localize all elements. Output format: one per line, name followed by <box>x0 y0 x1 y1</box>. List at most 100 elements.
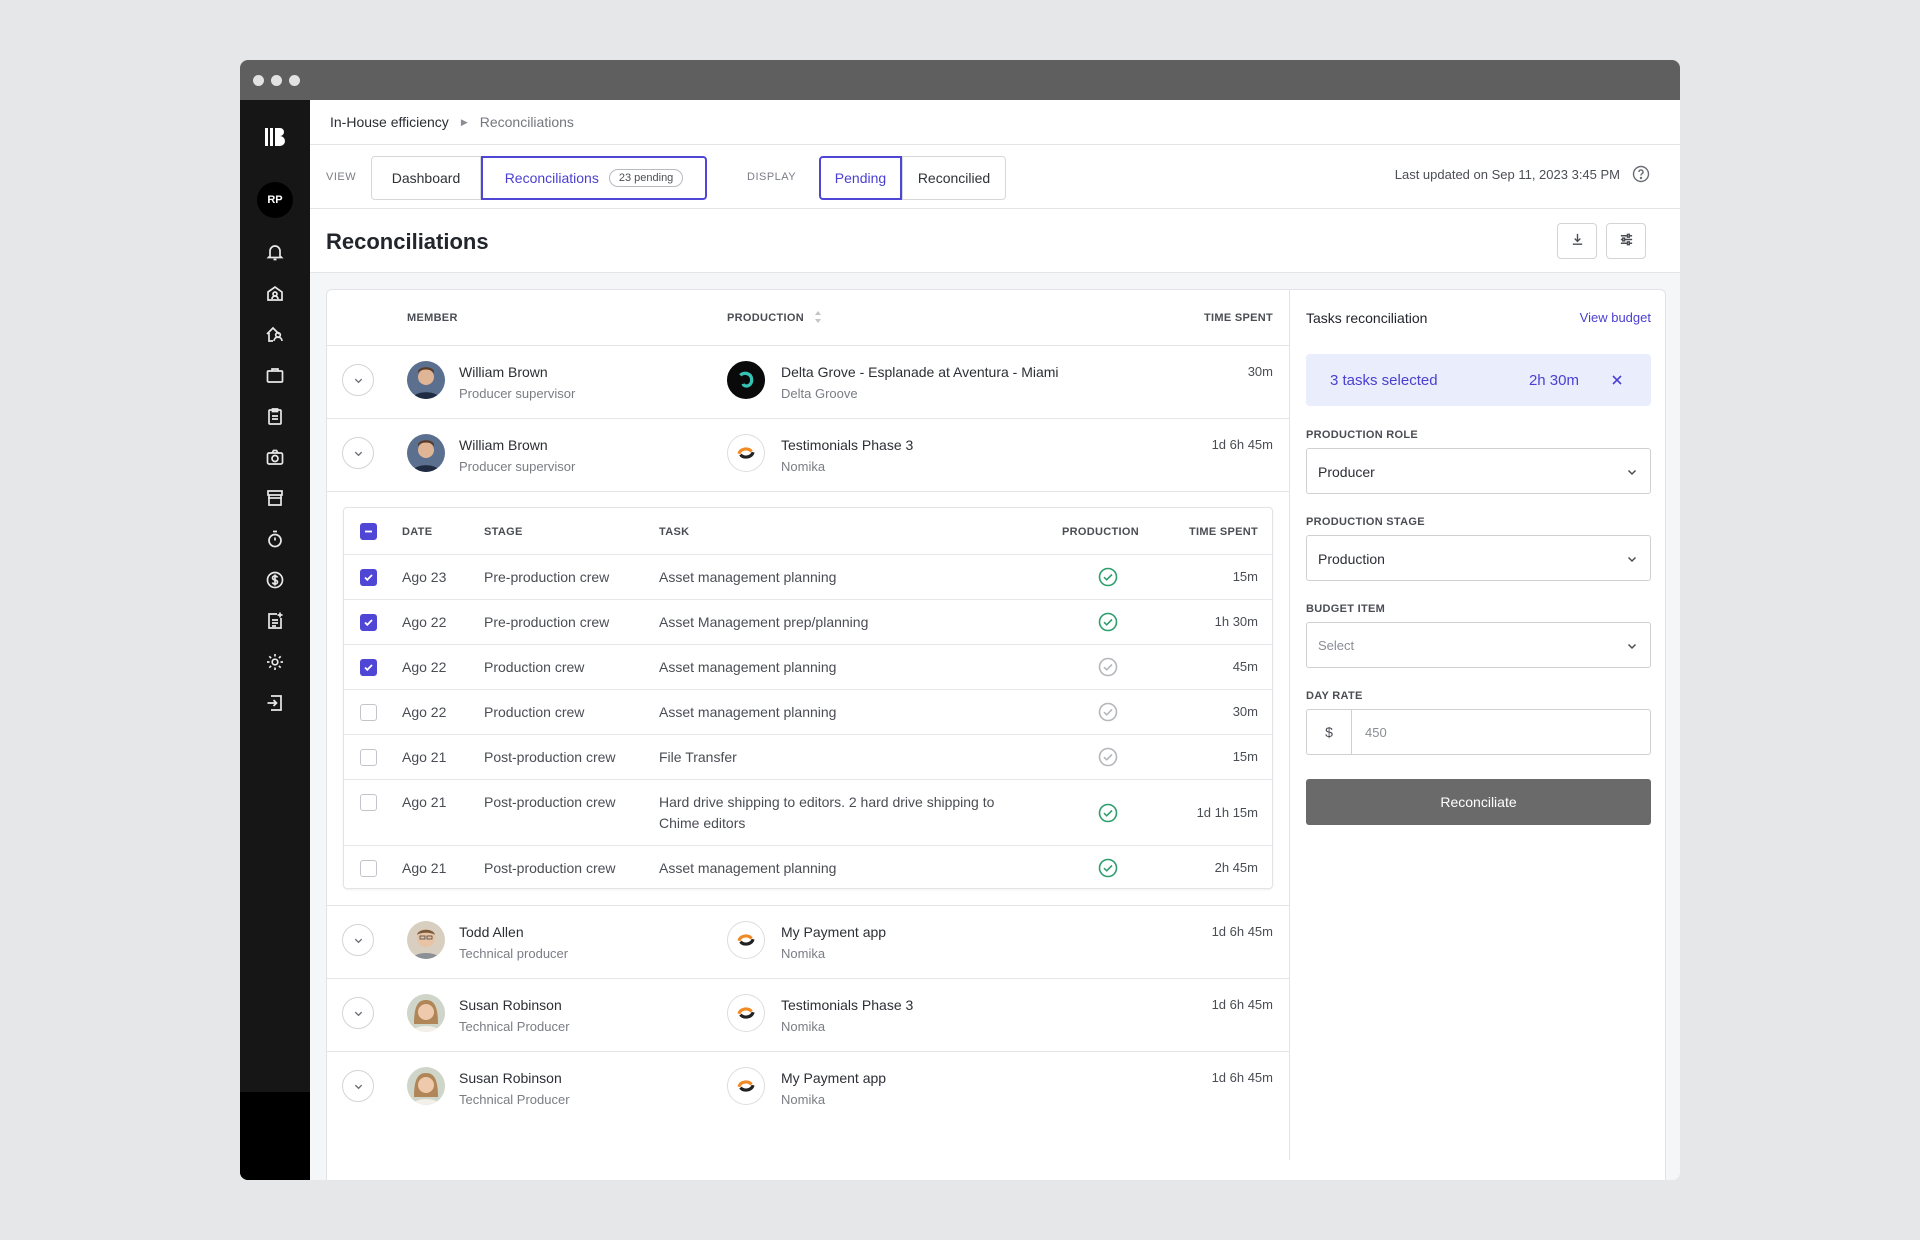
col-production[interactable]: PRODUCTION <box>727 312 804 324</box>
tab-reconciliations-label: Reconciliations <box>504 170 599 186</box>
user-avatar[interactable]: RP <box>257 182 293 218</box>
check-icon <box>364 619 373 627</box>
task-time: 15m <box>1232 569 1258 584</box>
budget-item-select[interactable]: Select <box>1306 622 1651 668</box>
display-tab-reconciled[interactable]: Reconcilied <box>902 156 1006 200</box>
task-checkbox[interactable] <box>360 794 377 811</box>
task-row[interactable]: Ago 22 Production crew Asset management … <box>344 644 1272 689</box>
production-stage-select[interactable]: Production <box>1306 535 1651 581</box>
task-row[interactable]: Ago 22 Production crew Asset management … <box>344 689 1272 734</box>
currency-prefix: $ <box>1307 710 1352 754</box>
production-name[interactable]: My Payment app <box>781 1070 887 1086</box>
camera-icon[interactable] <box>263 445 287 469</box>
bell-icon[interactable] <box>263 240 287 264</box>
check-circle-icon <box>1098 702 1118 722</box>
task-row[interactable]: Ago 22 Pre-production crew Asset Managem… <box>344 599 1272 644</box>
member-name: William Brown <box>459 364 548 380</box>
task-checkbox[interactable] <box>360 614 377 631</box>
tab-dashboard[interactable]: Dashboard <box>371 156 481 200</box>
dollar-icon[interactable] <box>263 568 287 592</box>
expand-row-button[interactable] <box>342 924 374 956</box>
expand-row-button[interactable] <box>342 437 374 469</box>
task-row[interactable]: Ago 21 Post-production crew Hard drive s… <box>344 779 1272 845</box>
tab-reconciliations[interactable]: Reconciliations 23 pending <box>481 156 707 200</box>
help-circle-icon[interactable] <box>1632 165 1650 183</box>
day-rate-input[interactable] <box>1353 710 1649 754</box>
close-icon[interactable] <box>1609 372 1625 388</box>
task-name: Asset Management prep/planning <box>659 614 869 630</box>
store-icon[interactable] <box>263 486 287 510</box>
window-minimize-dot[interactable] <box>271 75 282 86</box>
task-date: Ago 22 <box>402 704 447 720</box>
display-tab-reconciled-label: Reconcilied <box>917 170 991 186</box>
production-role-select[interactable]: Producer <box>1306 448 1651 494</box>
contacts-icon[interactable] <box>263 322 287 346</box>
expand-row-button[interactable] <box>342 1070 374 1102</box>
task-stage: Post-production crew <box>484 749 616 765</box>
selected-time: 2h 30m <box>1528 372 1579 389</box>
row-divider <box>327 491 1289 492</box>
production-name[interactable]: Delta Grove - Esplanade at Aventura - Mi… <box>781 364 1059 380</box>
production-name[interactable]: My Payment app <box>781 924 887 940</box>
production-name[interactable]: Testimonials Phase 3 <box>781 997 914 1013</box>
time-spent: 1d 6h 45m <box>1211 997 1273 1012</box>
col-member: MEMBER <box>407 312 458 324</box>
task-name: Hard drive shipping to editors. 2 hard d… <box>659 794 995 831</box>
user-initials: RP <box>267 194 283 206</box>
task-row[interactable]: Ago 21 Post-production crew File Transfe… <box>344 734 1272 779</box>
window-maximize-dot[interactable] <box>289 75 300 86</box>
main-area: In-House efficiency ▶ Reconciliations VI… <box>310 100 1680 1180</box>
view-bar: VIEW Dashboard Reconciliations 23 pendin… <box>310 145 1680 209</box>
home-icon[interactable] <box>263 281 287 305</box>
report-icon[interactable] <box>263 609 287 633</box>
budget-item-label: BUDGET ITEM <box>1306 603 1386 615</box>
col-task: TASK <box>659 526 690 538</box>
display-label: DISPLAY <box>747 171 797 183</box>
task-stage: Production crew <box>484 704 585 720</box>
day-rate-label: DAY RATE <box>1306 690 1363 702</box>
sliders-icon <box>1619 232 1634 250</box>
page-header: Reconciliations <box>310 209 1680 273</box>
task-checkbox[interactable] <box>360 659 377 676</box>
breadcrumb-parent[interactable]: In-House efficiency <box>330 114 449 130</box>
filters-button[interactable] <box>1606 223 1646 259</box>
task-stage: Production crew <box>484 659 585 675</box>
briefcase-icon[interactable] <box>263 363 287 387</box>
task-checkbox[interactable] <box>360 569 377 586</box>
view-budget-link[interactable]: View budget <box>1579 310 1651 325</box>
task-checkbox[interactable] <box>360 704 377 721</box>
member-role: Producer supervisor <box>459 459 576 474</box>
logout-icon[interactable] <box>263 691 287 715</box>
task-checkbox[interactable] <box>360 860 377 877</box>
task-time: 1h 30m <box>1214 614 1258 629</box>
clipboard-icon[interactable] <box>263 404 287 428</box>
timer-icon[interactable] <box>263 527 287 551</box>
reconciliation-panel: Tasks reconciliation View budget 3 tasks… <box>1306 290 1651 1160</box>
member-role: Technical producer <box>459 946 569 961</box>
expand-row-button[interactable] <box>342 364 374 396</box>
pending-count-badge: 23 pending <box>608 169 684 187</box>
brand-logo[interactable] <box>262 126 288 148</box>
check-icon <box>364 574 373 582</box>
display-tab-pending[interactable]: Pending <box>819 156 902 200</box>
task-row[interactable]: Ago 21 Post-production crew Asset manage… <box>344 845 1272 889</box>
download-button[interactable] <box>1557 223 1597 259</box>
col-sub-time-spent: TIME SPENT <box>1188 526 1258 538</box>
production-logo <box>727 1067 765 1105</box>
view-label: VIEW <box>326 171 357 183</box>
task-checkbox[interactable] <box>360 749 377 766</box>
task-row[interactable]: Ago 23 Pre-production crew Asset managem… <box>344 554 1272 599</box>
production-name[interactable]: Testimonials Phase 3 <box>781 437 914 453</box>
sort-icon[interactable] <box>814 310 822 327</box>
reconciliate-button[interactable]: Reconciliate <box>1306 779 1651 825</box>
task-name: Asset management planning <box>659 659 837 675</box>
window-close-dot[interactable] <box>253 75 264 86</box>
task-date: Ago 23 <box>402 569 447 585</box>
gear-icon[interactable] <box>263 650 287 674</box>
avatar <box>407 1067 445 1105</box>
day-rate-field: $ <box>1306 709 1651 755</box>
select-all-checkbox[interactable] <box>360 523 377 540</box>
chevron-down-icon <box>1627 469 1637 476</box>
row-divider <box>327 1051 1289 1052</box>
expand-row-button[interactable] <box>342 997 374 1029</box>
